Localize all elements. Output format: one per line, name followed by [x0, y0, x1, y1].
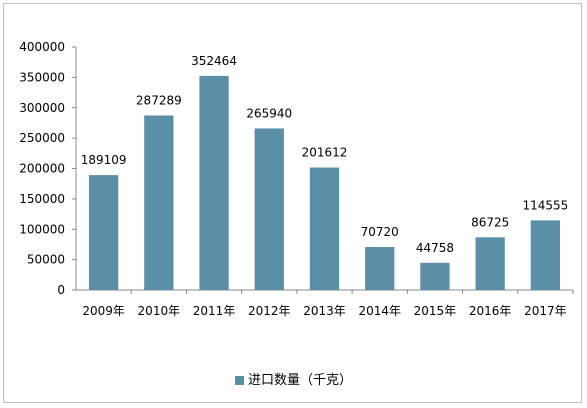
x-tick-label: 2012年 — [248, 304, 291, 318]
data-label: 44758 — [416, 241, 454, 255]
y-tick-label: 300000 — [19, 101, 65, 115]
bar — [144, 115, 174, 291]
bar — [254, 128, 284, 290]
data-label: 86725 — [471, 215, 509, 229]
y-tick-label: 350000 — [19, 70, 65, 84]
data-label: 70720 — [361, 225, 399, 239]
data-label: 352464 — [191, 54, 237, 68]
data-label: 265940 — [246, 106, 292, 120]
x-tick-label: 2016年 — [469, 304, 512, 318]
bar — [199, 75, 229, 291]
y-tick-label: 0 — [57, 283, 65, 297]
bar — [420, 262, 450, 290]
data-label: 201612 — [302, 146, 348, 160]
y-tick-label: 250000 — [19, 131, 65, 145]
bar — [88, 175, 119, 290]
x-tick-label: 2014年 — [358, 304, 401, 318]
bar — [530, 220, 561, 290]
x-tick-label: 2010年 — [138, 304, 181, 318]
data-label: 114555 — [522, 198, 568, 212]
y-tick-label: 200000 — [19, 162, 65, 176]
bar — [475, 237, 505, 290]
x-tick-label: 2013年 — [303, 304, 346, 318]
data-label: 287289 — [136, 93, 182, 107]
bar — [365, 247, 395, 290]
legend-label: 进口数量（千克） — [247, 373, 352, 388]
x-tick-label: 2009年 — [82, 304, 125, 318]
bar — [309, 167, 340, 290]
legend-swatch — [234, 376, 244, 385]
y-tick-label: 100000 — [19, 222, 65, 236]
x-tick-label: 2015年 — [414, 304, 457, 318]
legend: 进口数量（千克） — [0, 369, 587, 388]
y-tick-label: 400000 — [19, 40, 65, 54]
x-tick-label: 2017年 — [524, 304, 567, 318]
x-tick-label: 2011年 — [193, 304, 236, 318]
y-tick-label: 150000 — [19, 192, 65, 206]
data-label: 189109 — [81, 153, 127, 167]
y-tick-label: 50000 — [27, 253, 65, 267]
